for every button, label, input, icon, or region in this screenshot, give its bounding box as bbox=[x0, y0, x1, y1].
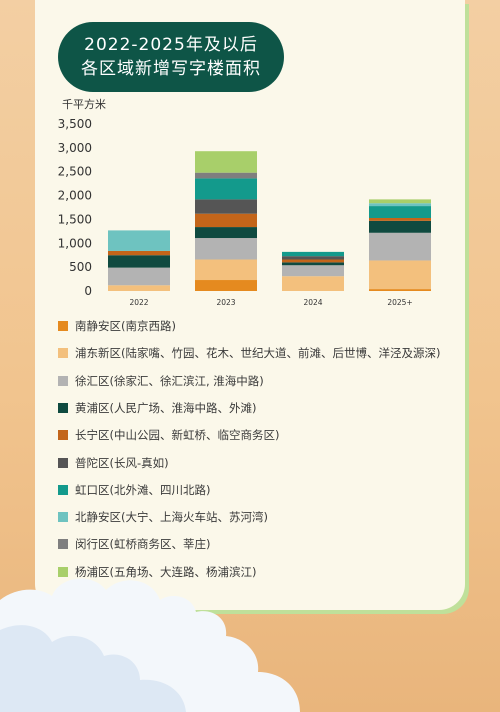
bar-segment bbox=[195, 259, 257, 281]
bar-segment bbox=[369, 260, 431, 290]
legend-swatch bbox=[58, 566, 68, 577]
legend-swatch bbox=[58, 348, 68, 359]
bar-segment bbox=[369, 206, 431, 218]
legend-swatch bbox=[58, 402, 68, 413]
y-tick-label: 500 bbox=[69, 260, 92, 274]
y-tick-label: 3,500 bbox=[58, 117, 92, 131]
legend-item: 黄浦区(人民广场、淮海中路、外滩) bbox=[58, 398, 256, 418]
title-line-1: 2022-2025年及以后 bbox=[84, 35, 258, 55]
legend-label: 南静安区(南京西路) bbox=[75, 319, 176, 333]
chart-title: 2022-2025年及以后 各区域新增写字楼面积 bbox=[58, 22, 284, 92]
x-tick-label: 2022 bbox=[129, 298, 148, 307]
legend-label: 闵行区(虹桥商务区、莘庄) bbox=[75, 537, 211, 552]
title-line-2: 各区域新增写字楼面积 bbox=[81, 59, 261, 79]
bar-segment bbox=[282, 259, 344, 263]
bar-segment bbox=[369, 220, 431, 233]
bar-segment bbox=[195, 238, 257, 260]
legend-swatch bbox=[58, 321, 68, 331]
y-tick-label: 2,500 bbox=[58, 165, 92, 179]
y-tick-label: 2,000 bbox=[58, 189, 92, 203]
bar-segment bbox=[282, 265, 344, 277]
legend-label: 杨浦区(五角场、大连路、杨浦滨江) bbox=[75, 564, 257, 579]
legend-swatch bbox=[58, 457, 68, 468]
bar-segment bbox=[282, 276, 344, 291]
legend-label: 北静安区(大宁、上海火车站、苏河湾) bbox=[75, 510, 268, 525]
legend-label: 浦东新区(陆家嘴、竹园、花木、世纪大道、前滩、后世博、洋泾及源深) bbox=[75, 346, 441, 361]
legend-swatch bbox=[58, 375, 68, 386]
bar-segment bbox=[195, 213, 257, 228]
legend-item: 杨浦区(五角场、大连路、杨浦滨江) bbox=[58, 562, 256, 582]
bar-segment bbox=[108, 250, 170, 256]
chart-card bbox=[35, 0, 465, 610]
legend-swatch bbox=[58, 430, 68, 441]
bar-segment bbox=[108, 267, 170, 286]
legend-swatch bbox=[58, 539, 68, 550]
bar-segment bbox=[369, 203, 431, 207]
legend-swatch bbox=[58, 484, 68, 495]
bar-segment bbox=[369, 217, 431, 221]
bar-segment bbox=[282, 256, 344, 260]
legend-item: 浦东新区(陆家嘴、竹园、花木、世纪大道、前滩、后世博、洋泾及源深) bbox=[58, 343, 440, 363]
bar-segment bbox=[369, 232, 431, 261]
legend-item: 长宁区(中山公园、新虹桥、临空商务区) bbox=[58, 425, 279, 445]
y-unit-label: 千平方米 bbox=[62, 97, 106, 111]
legend-item: 普陀区(长风-真如) bbox=[58, 453, 169, 473]
x-tick-label: 2023 bbox=[216, 298, 235, 307]
legend-item: 闵行区(虹桥商务区、莘庄) bbox=[58, 534, 210, 554]
stacked-bar-chart: 千平方米 0 500 1,000 1,500 2,000 2,500 3,000 3,500 20… bbox=[58, 97, 431, 307]
bar-segment bbox=[108, 255, 170, 268]
y-tick-label: 3,000 bbox=[58, 141, 92, 155]
legend-label: 徐汇区(徐家汇、徐汇滨江, 淮海中路) bbox=[75, 373, 264, 388]
x-tick-label: 2025+ bbox=[387, 298, 412, 307]
legend-label: 普陀区(长风-真如) bbox=[75, 455, 169, 470]
bar-segment bbox=[282, 251, 344, 257]
bar-segment bbox=[282, 262, 344, 266]
y-tick-label: 1,000 bbox=[58, 236, 92, 250]
y-tick-label: 1,500 bbox=[58, 212, 92, 226]
bar-segment bbox=[195, 172, 257, 179]
legend-label: 黄浦区(人民广场、淮海中路、外滩) bbox=[75, 400, 257, 415]
bar-segment bbox=[195, 199, 257, 214]
bar-segment bbox=[195, 178, 257, 200]
legend-swatch bbox=[58, 512, 68, 523]
bar-segment bbox=[195, 280, 257, 291]
cloud-decoration bbox=[0, 578, 300, 712]
legend-item: 徐汇区(徐家汇、徐汇滨江, 淮海中路) bbox=[58, 371, 264, 391]
legend-label: 虹口区(北外滩、四川北路) bbox=[75, 482, 211, 497]
legend-label: 长宁区(中山公园、新虹桥、临空商务区) bbox=[75, 428, 280, 443]
bar-segment bbox=[108, 230, 170, 251]
bar-segment bbox=[195, 227, 257, 239]
y-tick-label: 0 bbox=[84, 284, 92, 298]
legend-item: 南静安区(南京西路) bbox=[58, 316, 176, 336]
bar-segment bbox=[369, 199, 431, 204]
legend-item: 虹口区(北外滩、四川北路) bbox=[58, 480, 210, 500]
legend-item: 北静安区(大宁、上海火车站、苏河湾) bbox=[58, 507, 268, 527]
x-tick-label: 2024 bbox=[303, 298, 322, 307]
bar-segment bbox=[369, 289, 431, 291]
bar-segment bbox=[195, 151, 257, 173]
bar-segment bbox=[108, 285, 170, 291]
